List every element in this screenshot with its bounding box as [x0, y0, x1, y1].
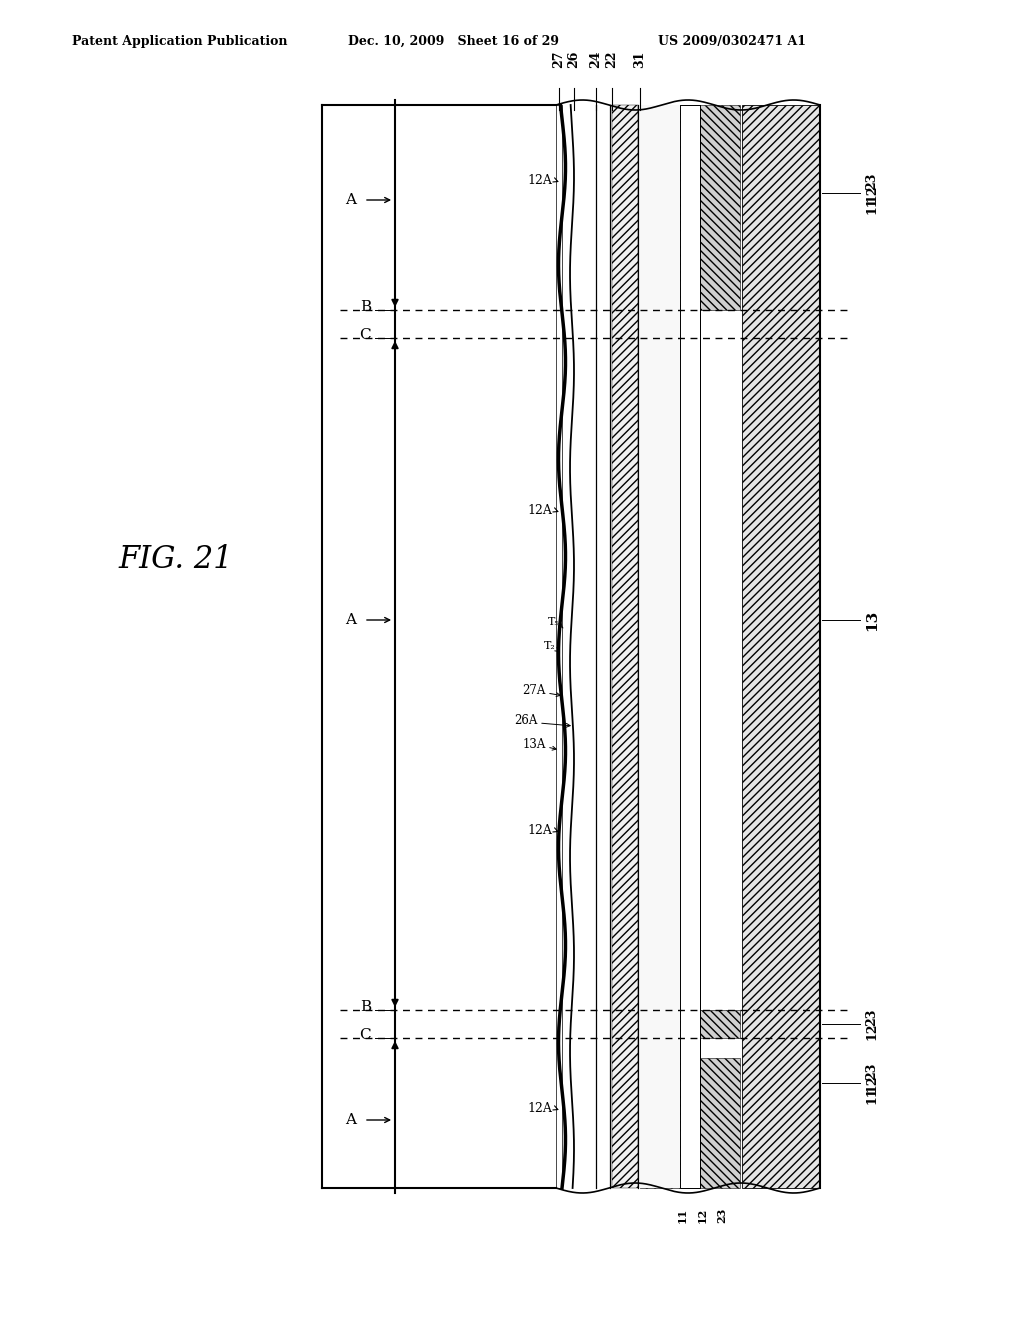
Text: 11: 11 [865, 1086, 879, 1104]
Text: 22: 22 [605, 50, 618, 69]
Text: 12A: 12A [527, 1101, 552, 1114]
Text: 31: 31 [634, 50, 646, 69]
Bar [680, 106, 700, 1188]
Text: 26: 26 [567, 50, 581, 69]
Text: 12: 12 [696, 1208, 708, 1224]
Text: 27A: 27A [522, 684, 546, 697]
Text: B: B [359, 300, 371, 314]
Bar [640, 1059, 740, 1188]
Text: A: A [345, 1113, 356, 1127]
Text: 12: 12 [865, 185, 879, 202]
Text: 13: 13 [865, 610, 879, 631]
Text: 12A: 12A [527, 503, 552, 516]
Bar [640, 106, 740, 310]
Text: 13A: 13A [522, 738, 546, 751]
Text: 12: 12 [865, 1074, 879, 1092]
Text: 23: 23 [717, 1208, 727, 1224]
Text: 24: 24 [590, 50, 602, 69]
Text: A: A [345, 193, 356, 207]
Text: FIG. 21: FIG. 21 [118, 544, 232, 576]
Bar [575, 106, 638, 1188]
Text: 27: 27 [553, 50, 565, 69]
Text: Patent Application Publication: Patent Application Publication [72, 36, 288, 48]
Text: T₂: T₂ [544, 642, 556, 651]
Bar [640, 106, 680, 1188]
Bar [572, 106, 610, 1188]
Bar [612, 106, 638, 1188]
Text: 12: 12 [865, 1022, 879, 1040]
Text: B: B [359, 1001, 371, 1014]
Text: A: A [345, 612, 356, 627]
Text: C: C [359, 1028, 371, 1041]
Bar [556, 106, 562, 1188]
Text: 11: 11 [677, 1208, 687, 1224]
Text: 23: 23 [865, 173, 879, 190]
Text: 12A: 12A [527, 824, 552, 837]
Text: US 2009/0302471 A1: US 2009/0302471 A1 [658, 36, 806, 48]
Text: 11: 11 [865, 197, 879, 214]
Text: C: C [359, 327, 371, 342]
Text: T₅: T₅ [548, 616, 560, 627]
Bar [640, 1010, 740, 1038]
Bar [742, 106, 820, 1188]
Text: 23: 23 [865, 1063, 879, 1080]
Text: Dec. 10, 2009   Sheet 16 of 29: Dec. 10, 2009 Sheet 16 of 29 [348, 36, 559, 48]
Text: 26A: 26A [515, 714, 538, 726]
Text: 23: 23 [865, 1008, 879, 1026]
Text: 12A: 12A [527, 173, 552, 186]
